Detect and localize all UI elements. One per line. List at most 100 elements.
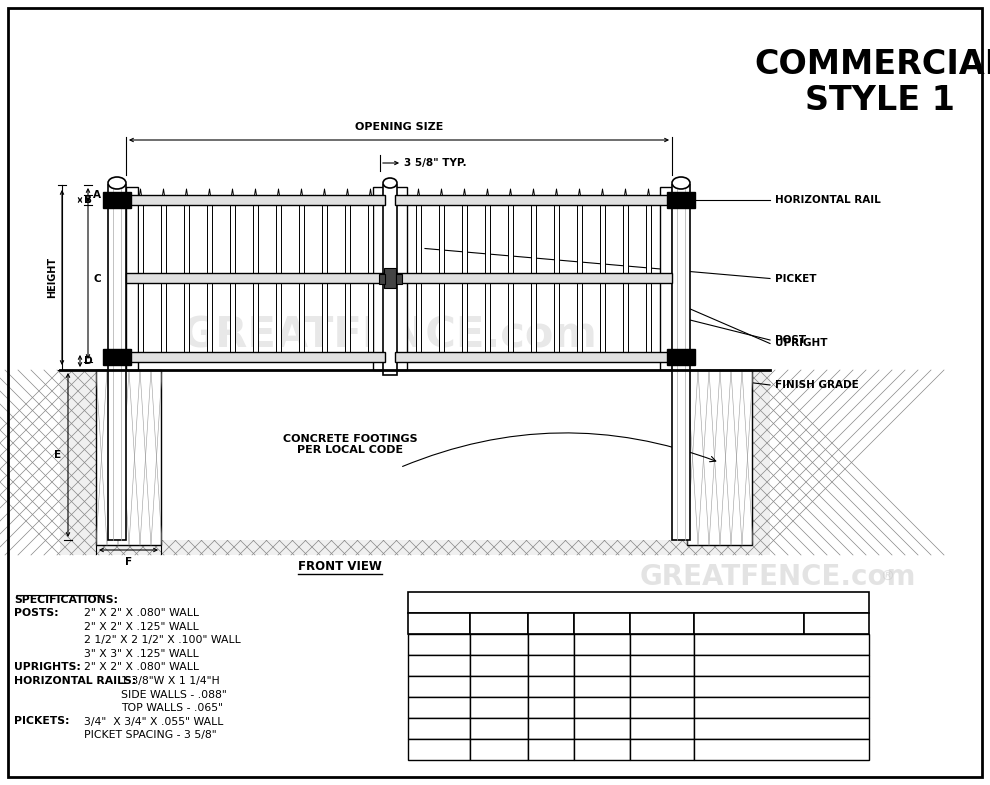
Text: DIMENSIONS: DIMENSIONS [594,596,683,609]
Text: COMMERCIAL: COMMERCIAL [754,49,990,82]
Bar [470,634,528,655]
Bar [395,352,672,362]
Bar [630,739,694,760]
Text: 6": 6" [545,744,556,754]
Bar [554,205,559,352]
Ellipse shape [108,177,126,189]
Bar [396,274,402,284]
Bar [103,192,131,208]
Text: 44": 44" [593,724,611,733]
Text: 4 1/2": 4 1/2" [483,640,515,649]
Text: E: E [745,617,753,630]
Bar [470,697,528,718]
Bar [60,370,770,555]
Bar [276,205,281,352]
Bar [395,195,672,205]
Text: 5 1/2": 5 1/2" [646,744,678,754]
Bar [470,655,528,676]
Bar [395,187,407,370]
Ellipse shape [672,177,690,189]
Bar [126,187,138,370]
Bar [687,370,752,545]
Text: PER LOCAL CODE: PER LOCAL CODE [737,724,827,733]
Text: ®: ® [880,570,894,584]
Bar [383,185,397,375]
Bar [345,205,350,352]
Bar [462,205,467,352]
Bar [470,676,528,697]
Text: 4 1/2': 4 1/2' [425,703,453,713]
Text: 4': 4' [435,681,444,692]
Bar [623,205,628,352]
Text: 6": 6" [545,681,556,692]
Text: 3 5/8" TYP.: 3 5/8" TYP. [404,158,466,168]
Text: POSTS:: POSTS: [14,608,58,619]
Bar [156,370,672,540]
Text: 4 1/2": 4 1/2" [483,660,515,670]
Bar [103,349,131,365]
Text: PER LOCAL CODE: PER LOCAL CODE [737,744,827,754]
Bar [416,205,421,352]
Bar [694,676,869,697]
Text: 3': 3' [435,640,444,649]
Text: PICKET SPACING - 3 5/8": PICKET SPACING - 3 5/8" [84,730,217,740]
Text: HEIGHT: HEIGHT [414,617,464,630]
Bar [694,655,869,676]
Bar [574,697,630,718]
Text: 3" X 3" X .125" WALL: 3" X 3" X .125" WALL [84,649,199,659]
Text: PER LOCAL CODE: PER LOCAL CODE [737,681,827,692]
Text: TOP WALLS - .065": TOP WALLS - .065" [121,703,223,713]
Text: FRONT VIEW: FRONT VIEW [298,560,382,574]
Text: C: C [93,273,101,283]
Bar [470,613,528,634]
Text: PER LOCAL CODE: PER LOCAL CODE [737,640,827,649]
Bar [694,613,804,634]
Text: CONCRETE FOOTINGS
PER LOCAL CODE: CONCRETE FOOTINGS PER LOCAL CODE [283,433,418,455]
Text: UPRIGHTS:: UPRIGHTS: [14,663,81,673]
Bar [485,205,490,352]
Bar [574,613,630,634]
Text: 5 1/2": 5 1/2" [646,640,678,649]
Text: F: F [833,617,841,630]
Bar [408,697,470,718]
Bar [630,718,694,739]
Bar [408,739,470,760]
Bar [408,655,470,676]
Text: F: F [125,557,132,567]
Bar [126,195,385,205]
Bar [184,205,189,352]
Text: 4 1/2": 4 1/2" [483,724,515,733]
Text: 6": 6" [545,724,556,733]
Bar [804,613,869,634]
Bar [528,739,574,760]
Text: SIDE WALLS - .088": SIDE WALLS - .088" [121,689,227,699]
Bar [379,274,385,284]
Bar [667,192,695,208]
Bar [470,718,528,739]
Text: 6': 6' [435,744,444,754]
Bar [574,655,630,676]
Bar [96,370,161,545]
Bar [630,613,694,634]
Text: 3 1/2': 3 1/2' [425,660,453,670]
Text: D: D [84,356,93,366]
Text: B: B [546,617,555,630]
Bar [408,634,470,655]
Text: 20": 20" [593,640,611,649]
Bar [528,634,574,655]
Text: C: C [598,617,606,630]
Text: SPECIFICATIONS:: SPECIFICATIONS: [14,595,118,605]
Bar [672,185,690,540]
Text: GREATFENCE.com: GREATFENCE.com [182,314,598,356]
Bar [528,676,574,697]
Bar [528,718,574,739]
Text: 5': 5' [435,724,444,733]
Bar [108,185,126,540]
Text: 1 3/8"W X 1 1/4"H: 1 3/8"W X 1 1/4"H [121,676,220,686]
Text: 5 1/2": 5 1/2" [646,660,678,670]
Bar [230,205,235,352]
Text: 38": 38" [593,703,611,713]
Text: 6": 6" [545,703,556,713]
Ellipse shape [383,178,397,188]
Bar [470,739,528,760]
